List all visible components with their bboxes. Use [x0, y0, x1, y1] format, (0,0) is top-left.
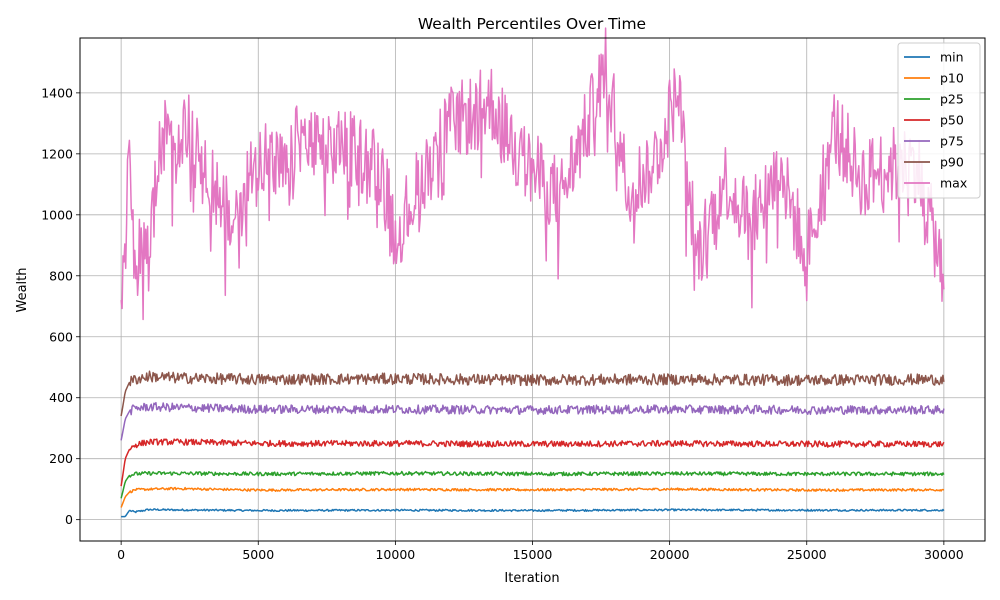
legend: min p10 p25 p50 p75 p90 max — [897, 42, 981, 199]
y-tick-label: 600 — [49, 329, 73, 344]
series-line-p75 — [120, 401, 945, 441]
series-line-max — [120, 27, 945, 321]
x-tick-label: 25000 — [787, 547, 827, 562]
legend-label-min: min — [940, 50, 964, 65]
x-tick-label: 10000 — [375, 547, 415, 562]
series-line-p25 — [120, 470, 945, 499]
y-axis-ticks: 0 200 400 600 800 1000 1200 1400 — [41, 85, 80, 527]
y-tick-label: 1000 — [41, 207, 73, 222]
x-tick-label: 0 — [117, 547, 125, 562]
y-tick-label: 1200 — [41, 146, 73, 161]
legend-label-max: max — [940, 176, 967, 191]
legend-label-p90: p90 — [940, 155, 964, 170]
y-axis-label: Wealth — [15, 267, 30, 312]
x-axis-ticks: 0 5000 10000 15000 20000 25000 30000 — [117, 541, 964, 562]
legend-label-p50: p50 — [940, 113, 964, 128]
legend-box — [897, 42, 981, 199]
y-tick-label: 1400 — [41, 85, 73, 100]
grid-lines — [80, 38, 985, 541]
series-line-p10 — [120, 486, 945, 508]
legend-label-p25: p25 — [940, 92, 964, 107]
series-lines — [120, 27, 945, 518]
x-axis-label: Iteration — [504, 571, 559, 586]
x-tick-label: 15000 — [513, 547, 553, 562]
x-tick-label: 30000 — [924, 547, 964, 562]
series-line-min — [121, 508, 945, 518]
x-tick-label: 5000 — [242, 547, 274, 562]
y-tick-label: 0 — [65, 512, 73, 527]
series-line-p50 — [120, 438, 945, 487]
legend-label-p10: p10 — [940, 71, 964, 86]
y-tick-label: 800 — [49, 268, 73, 283]
chart-title: Wealth Percentiles Over Time — [418, 15, 646, 33]
y-tick-label: 400 — [49, 390, 73, 405]
x-tick-label: 20000 — [650, 547, 690, 562]
y-tick-label: 200 — [49, 451, 73, 466]
series-line-p90 — [120, 370, 945, 417]
legend-label-p75: p75 — [940, 134, 964, 149]
